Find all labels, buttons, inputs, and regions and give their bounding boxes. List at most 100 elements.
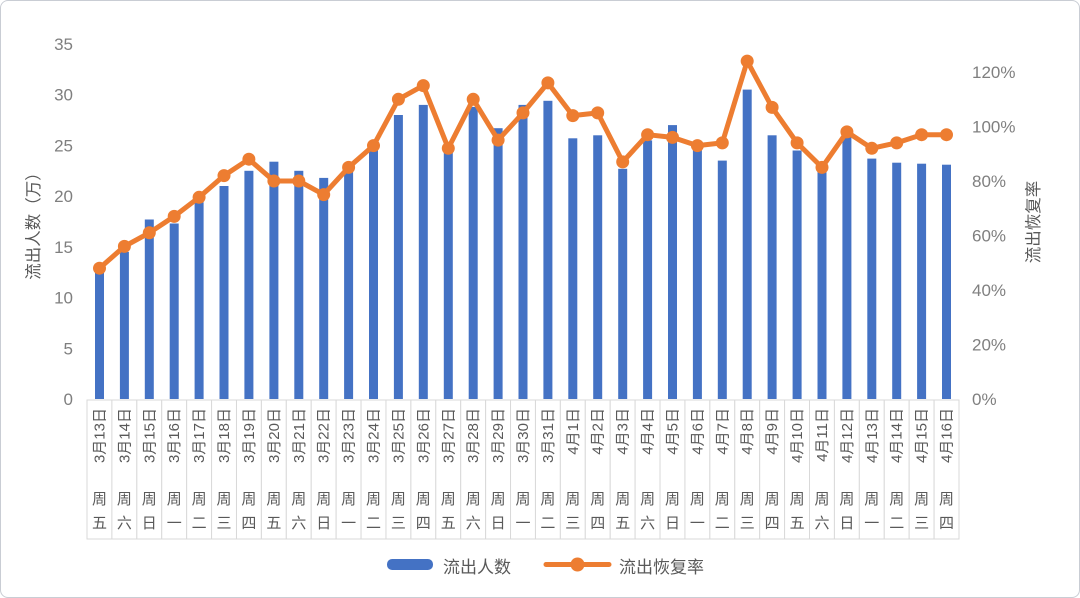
right-axis-tick-label: 40% bbox=[972, 281, 1006, 300]
x-label-weekday: 周 bbox=[914, 491, 929, 508]
x-label-weekday: 二 bbox=[889, 515, 904, 532]
x-label-cell bbox=[410, 399, 437, 540]
x-label-weekday: 周 bbox=[291, 491, 306, 508]
x-label-date: 4月3日 bbox=[615, 408, 632, 455]
bar-outflow-count bbox=[219, 186, 229, 399]
x-label-weekday: 周 bbox=[814, 491, 829, 508]
x-label-cell bbox=[734, 399, 761, 540]
x-label-date: 3月14日 bbox=[116, 408, 133, 463]
x-label-weekday: 周 bbox=[366, 491, 381, 508]
x-label-date: 4月5日 bbox=[665, 408, 682, 455]
right-axis-tick-label: 60% bbox=[972, 227, 1006, 246]
x-label-weekday: 周 bbox=[466, 491, 481, 508]
bar-outflow-count bbox=[144, 219, 154, 399]
x-label-weekday: 周 bbox=[590, 491, 605, 508]
x-label-weekday: 日 bbox=[316, 515, 331, 532]
line-point bbox=[865, 141, 879, 155]
bar-outflow-count bbox=[119, 251, 129, 399]
x-label-date: 4月15日 bbox=[914, 408, 931, 463]
x-label-cell bbox=[534, 399, 561, 540]
x-label-date: 3月22日 bbox=[316, 408, 333, 463]
bar-outflow-count bbox=[518, 104, 528, 400]
x-label-date: 3月13日 bbox=[92, 408, 109, 463]
line-point bbox=[541, 76, 555, 90]
x-label-weekday: 五 bbox=[441, 515, 456, 532]
x-label-weekday: 周 bbox=[715, 491, 730, 508]
x-label-weekday: 一 bbox=[690, 515, 705, 532]
line-point bbox=[367, 139, 380, 153]
x-label-date: 4月4日 bbox=[640, 408, 657, 455]
x-label-weekday: 五 bbox=[266, 515, 281, 532]
bar-outflow-count bbox=[468, 106, 478, 400]
x-label-cell bbox=[908, 399, 935, 540]
line-point bbox=[915, 128, 929, 142]
x-label-weekday: 周 bbox=[92, 491, 107, 508]
x-label-weekday: 三 bbox=[391, 515, 406, 532]
x-label-weekday: 周 bbox=[515, 491, 530, 508]
x-label-weekday: 周 bbox=[939, 491, 954, 508]
x-label-weekday: 周 bbox=[341, 491, 356, 508]
line-point bbox=[317, 188, 331, 202]
x-label-cell bbox=[784, 399, 811, 540]
x-label-cell bbox=[385, 399, 412, 540]
x-label-date: 3月25日 bbox=[390, 408, 407, 463]
line-point bbox=[591, 106, 605, 120]
line-point bbox=[740, 54, 754, 68]
line-point bbox=[890, 136, 904, 150]
x-label-weekday: 周 bbox=[192, 491, 207, 508]
x-label-weekday: 一 bbox=[864, 515, 879, 532]
x-label-cell bbox=[510, 399, 536, 540]
x-label-weekday: 二 bbox=[192, 515, 207, 532]
left-axis-tick-label: 15 bbox=[54, 238, 73, 257]
line-point bbox=[715, 136, 729, 150]
x-label-date: 3月18日 bbox=[216, 408, 233, 463]
bar-outflow-count bbox=[593, 135, 603, 400]
x-label-weekday: 四 bbox=[765, 515, 780, 532]
bar-outflow-count bbox=[294, 170, 304, 399]
bar-outflow-count bbox=[319, 177, 329, 399]
x-label-weekday: 日 bbox=[142, 515, 157, 532]
x-label-date: 3月29日 bbox=[490, 408, 507, 463]
line-point bbox=[391, 92, 405, 106]
line-point bbox=[292, 174, 306, 188]
x-label-cell bbox=[659, 399, 686, 540]
x-label-weekday: 周 bbox=[491, 491, 506, 508]
line-point bbox=[466, 92, 480, 106]
line-point bbox=[93, 261, 106, 275]
x-label-weekday: 六 bbox=[117, 515, 132, 532]
line-point bbox=[790, 136, 804, 150]
bar-outflow-count bbox=[817, 171, 827, 399]
x-label-weekday: 三 bbox=[565, 515, 580, 532]
x-label-cell bbox=[759, 399, 786, 540]
x-label-cell bbox=[833, 399, 860, 540]
left-axis-tick-label: 30 bbox=[54, 86, 73, 105]
x-label-cell bbox=[809, 399, 835, 540]
bar-outflow-count bbox=[643, 140, 653, 399]
bar-outflow-count bbox=[942, 164, 951, 399]
bar-outflow-count bbox=[369, 147, 378, 399]
left-axis-title: 流出人数（万） bbox=[24, 164, 43, 280]
line-point bbox=[516, 106, 530, 120]
bar-outflow-count bbox=[717, 160, 727, 399]
x-label-cell bbox=[310, 399, 337, 540]
x-label-date: 4月10日 bbox=[789, 408, 806, 463]
x-label-weekday: 一 bbox=[515, 515, 530, 532]
line-point bbox=[242, 152, 256, 166]
x-label-weekday: 五 bbox=[790, 515, 805, 532]
x-label-cell bbox=[211, 399, 237, 540]
x-label-weekday: 周 bbox=[142, 491, 157, 508]
bar-outflow-count bbox=[418, 104, 428, 400]
line-point bbox=[765, 100, 779, 114]
line-point bbox=[840, 125, 854, 139]
x-label-date: 3月30日 bbox=[515, 408, 532, 463]
x-label-weekday: 四 bbox=[590, 515, 605, 532]
x-label-date: 4月6日 bbox=[689, 408, 706, 455]
x-label-cell bbox=[435, 399, 462, 540]
line-point bbox=[566, 109, 580, 123]
x-label-cell bbox=[111, 399, 138, 540]
x-label-weekday: 日 bbox=[839, 515, 854, 532]
x-label-cell bbox=[634, 399, 661, 540]
left-axis-tick-label: 20 bbox=[54, 187, 73, 206]
left-axis-tick-label: 35 bbox=[54, 35, 73, 54]
